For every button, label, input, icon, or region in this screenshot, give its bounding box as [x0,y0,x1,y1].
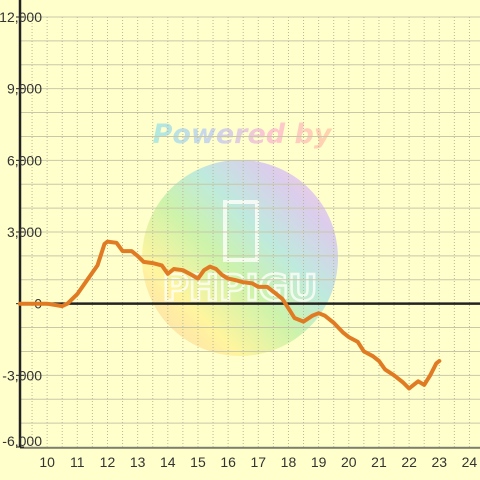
x-tick-label: 10 [39,454,55,470]
axes [16,0,480,449]
x-tick-label: 16 [220,454,236,470]
x-tick-label: 21 [371,454,387,470]
x-tick-label: 24 [462,454,478,470]
y-tick-label: -3,000 [2,367,42,383]
y-tick-label: 6,000 [7,152,42,168]
y-tick-label: 12,000 [0,9,42,25]
y-tick-label: 3,000 [7,224,42,240]
series-line [18,239,442,391]
watermark-text: Powered by [153,119,333,150]
x-tick-label: 18 [281,454,297,470]
x-tick-label: 13 [130,454,146,470]
y-tick-label: -6,000 [2,433,42,449]
x-tick-label: 11 [70,454,85,470]
y-tick-label: 9,000 [7,81,42,97]
x-tick-label: 12 [100,454,116,470]
series-layer [18,239,442,391]
x-tick-label: 22 [401,454,417,470]
x-axis-tick-labels: 10 11 12 13 14 15 16 17 18 19 20 21 22 23 24 [39,454,477,470]
x-tick-label: 17 [251,454,267,470]
grid-lines [20,16,480,448]
x-tick-label: 20 [341,454,357,470]
x-tick-label: 15 [190,454,206,470]
x-tick-label: 14 [160,454,176,470]
watermark-logo-shape [223,200,259,262]
x-tick-label: 19 [311,454,327,470]
x-tick-label: 23 [431,454,447,470]
